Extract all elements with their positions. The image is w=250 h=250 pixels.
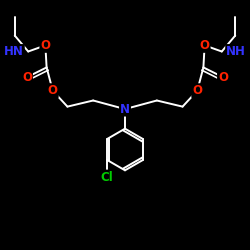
Text: N: N	[120, 102, 130, 116]
Text: O: O	[22, 71, 32, 84]
Text: Cl: Cl	[100, 170, 113, 183]
Text: O: O	[200, 39, 209, 52]
Text: O: O	[192, 84, 202, 97]
Text: O: O	[48, 84, 58, 97]
Text: O: O	[40, 39, 50, 52]
Text: O: O	[218, 71, 228, 84]
Text: HN: HN	[4, 45, 24, 58]
Text: NH: NH	[226, 45, 246, 58]
